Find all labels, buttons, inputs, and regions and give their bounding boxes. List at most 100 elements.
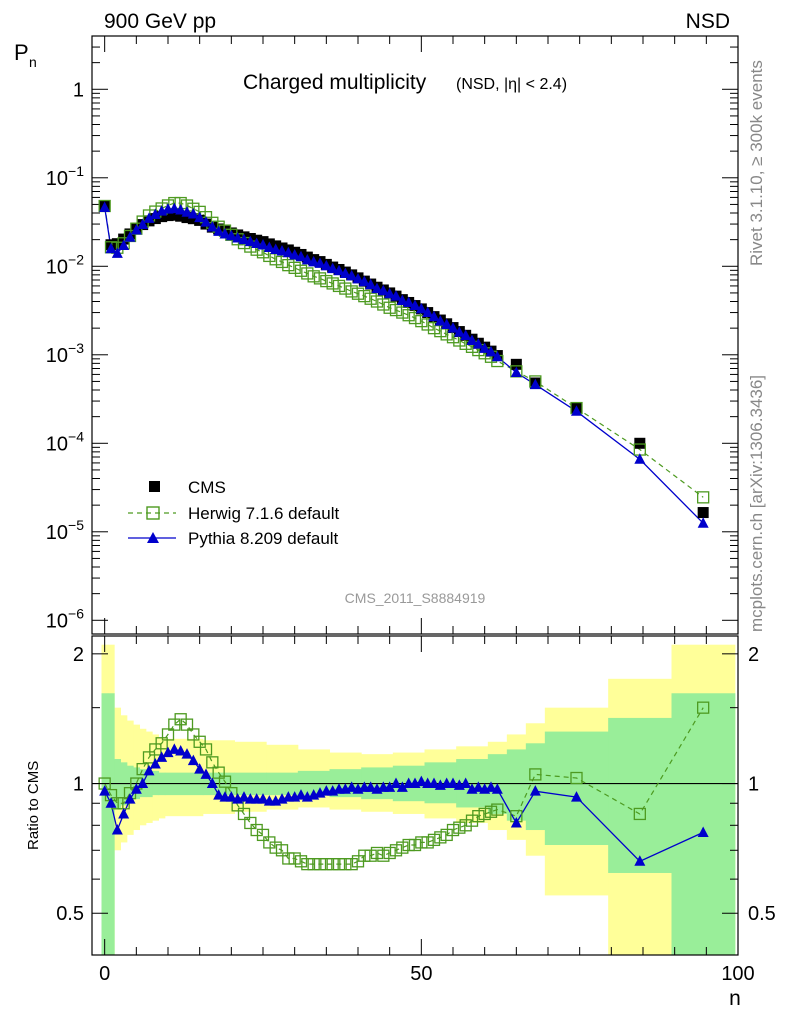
pythia-point [396,294,408,306]
ratio-pythia-point [415,775,427,787]
pythia-point [634,453,646,464]
pythia-point [124,231,136,242]
ratio-herwig-point [256,828,270,842]
herwig-point [345,285,358,298]
ratio-herwig-point [484,805,498,818]
ratio-herwig-point [453,821,466,834]
ratio-x-tick-labels: 0 50 100 [99,963,755,985]
ratio-herwig-point [697,701,710,714]
pythia-point [447,322,459,333]
ratio-herwig-point [199,743,213,756]
ratio-herwig-point [415,836,428,849]
ratio-herwig-point [402,838,415,852]
ratio-pythia-point [143,764,155,776]
pythia-point [200,216,212,227]
ratio-herwig-point [377,849,390,862]
ratio-pythia-point [200,768,212,779]
herwig-point [288,261,301,275]
pythia-point [358,275,370,287]
ratio-pythia-point [571,791,582,802]
y-tick-label: 10−5 [46,517,84,544]
y-tick-label: 10−1 [46,163,84,190]
x-tick-label: 100 [721,963,754,985]
pythia-point [460,329,472,341]
pythia-series-line [104,207,704,524]
pythia-point [390,290,402,301]
ratio-herwig-point [180,718,194,731]
ratio-herwig-point [529,768,542,781]
pythia-point [422,306,434,318]
y-tick-label: 1 [73,79,84,101]
ratio-herwig-point [155,737,168,750]
pythia-point [365,278,377,290]
ratio-herwig-point [288,852,301,865]
ratio-herwig-point [472,810,485,823]
ratio-herwig-point [294,855,308,868]
ratio-pythia-point [149,758,161,769]
ratio-herwig-point [364,849,377,862]
pythia-point [143,212,155,223]
ratio-herwig-point [446,823,460,837]
herwig-point [427,321,441,335]
ratio-panel: 0.5 0.5 1 1 2 2 0 50 100 Ratio to CMS n [25,635,776,1010]
ratio-herwig-point [358,849,371,862]
ratio-pythia-point [99,785,111,796]
ratio-herwig-point [313,857,327,871]
band-inner-segment [544,731,609,846]
main-ylabel-subscript: n [29,54,37,70]
ratio-herwig-point [339,857,352,871]
pythia-point [308,255,320,267]
pythia-point [244,235,256,247]
ratio-herwig-point [459,819,472,832]
ratio-y-tick-label-right: 2 [748,644,759,666]
pythia-point [282,246,294,258]
pythia-point [415,302,427,314]
pythia-point [384,287,396,299]
cms-point [111,238,123,250]
herwig-point [320,274,333,288]
pythia-point [289,249,301,260]
ratio-pythia-point [156,751,168,762]
herwig-point [307,270,320,283]
ratio-pythia-point [238,791,250,802]
ratio-pythia-point [346,781,358,792]
ratio-pythia-point [472,781,484,792]
herwig-point [364,292,377,305]
ratio-herwig-point [491,803,504,816]
pythia-point [529,378,541,390]
ratio-pythia-point [187,754,199,766]
main-panel: 10−6 10−5 10−4 10−3 10−2 10−1 1 P n Charged mu… [14,35,739,635]
pythia-point [270,243,282,254]
herwig-point [282,258,295,272]
herwig-point [396,306,409,319]
herwig-point [408,311,422,325]
ratio-pythia-point [105,797,117,808]
ratio-herwig-point [218,775,232,788]
ratio-pythia-point [295,789,307,800]
cms-point [510,358,522,370]
x-tick-label: 50 [410,963,432,985]
pythia-point [111,247,123,258]
cms-point [118,233,130,245]
ratio-pythia-point [225,791,237,802]
ratio-herwig-point [161,728,175,741]
analysis-id: CMS_2011_S8884919 [345,590,486,606]
pythia-point [206,220,218,232]
cms-point [156,211,168,223]
pythia-point [301,253,313,265]
ratio-pythia-point [124,793,136,804]
legend-item-pythia: Pythia 8.209 default [128,529,339,548]
pythia-point [346,269,358,281]
y-tick-label: 10−4 [46,428,84,455]
pythia-point [333,264,345,276]
ratio-herwig-point [282,852,295,865]
ratio-herwig-point [244,816,257,830]
legend-label-cms: CMS [188,478,226,497]
ratio-herwig-point [570,771,583,785]
pythia-point [251,237,263,248]
rivet-version-label: Rivet 3.1.10, ≥ 300k events [747,60,766,266]
cms-point [168,209,180,221]
ratio-y-tick-label-left: 0.5 [56,903,84,925]
band-inner-segment [506,749,527,821]
pythia-point [571,405,582,416]
